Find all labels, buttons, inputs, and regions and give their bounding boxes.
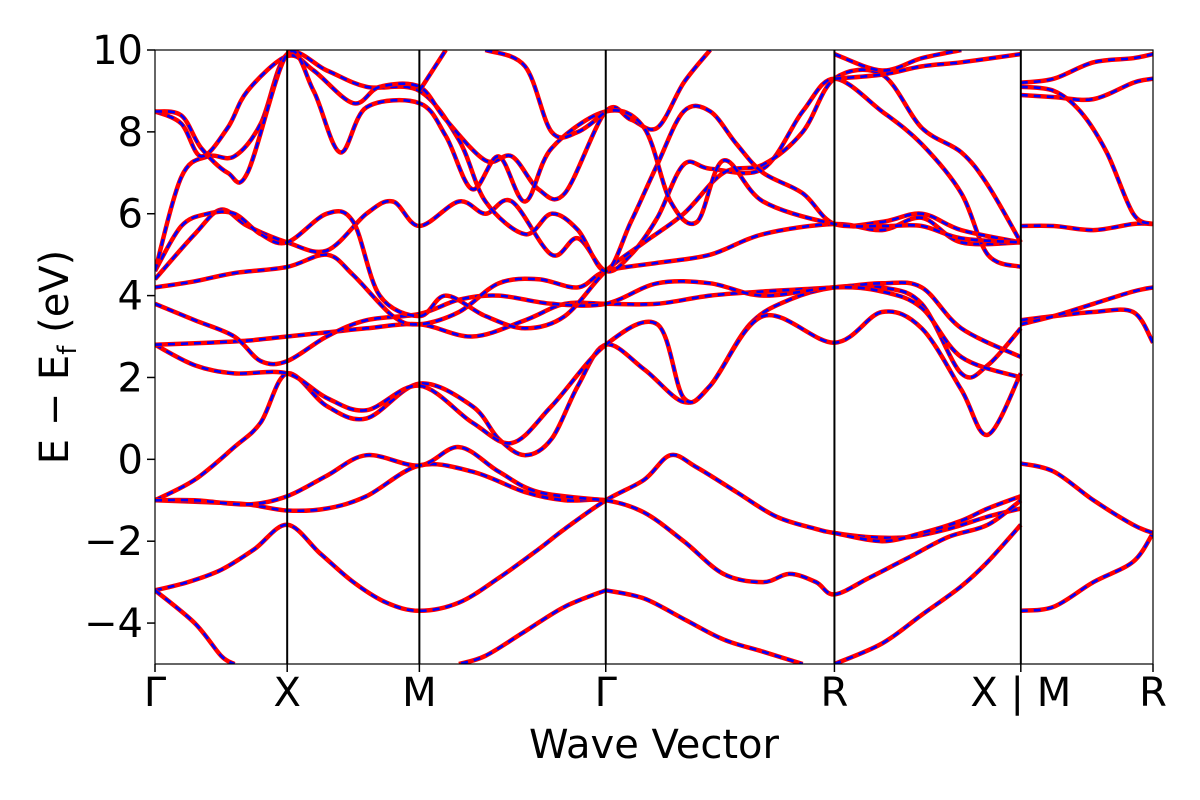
- x-tick-label: R: [821, 670, 849, 716]
- band-16-seg-0-model: [833, 50, 962, 72]
- band-5-seg-1-reference: [1020, 285, 1153, 327]
- band-9-seg-0-model: [155, 68, 1022, 330]
- x-tick-label: Γ: [144, 670, 167, 716]
- band-2-seg-0-reference: [155, 461, 1023, 597]
- band-13-seg-0-model: [418, 50, 447, 92]
- band-1-seg-0-reference: [155, 588, 236, 664]
- band-18-seg-0-reference: [1020, 84, 1153, 227]
- band-4-seg-0-reference: [155, 309, 1023, 446]
- band-7-seg-0-model: [155, 216, 1021, 326]
- band-14-seg-0-reference: [484, 50, 608, 140]
- x-tick-label: X: [273, 670, 300, 716]
- band-17-seg-0-model: [1020, 77, 1153, 102]
- y-tick-label: 0: [118, 437, 143, 483]
- band-0-seg-0-reference: [155, 452, 1022, 614]
- bands-layer: [155, 50, 1153, 664]
- x-tick-label: Γ: [595, 670, 618, 716]
- band-11-seg-0-model: [155, 50, 712, 201]
- band-2-seg-1-model: [1020, 462, 1153, 535]
- y-tick-label: 10: [92, 28, 143, 74]
- band-23-seg-0-model: [834, 494, 1022, 543]
- band-20-seg-0-reference: [605, 588, 804, 664]
- x-axis-label: Wave Vector: [529, 722, 780, 768]
- band-15-seg-0-model: [834, 52, 1021, 80]
- y-axis-label-unit: (eV): [32, 250, 78, 346]
- plot-frame: [154, 49, 1154, 665]
- band-21-seg-0-model: [458, 589, 607, 664]
- band-20-seg-0-model: [605, 589, 804, 664]
- kpath-lines: [286, 50, 1022, 664]
- band-22-seg-0-reference: [833, 523, 1023, 664]
- band-8-seg-0-model: [155, 77, 1022, 281]
- band-2-seg-1-reference: [1020, 461, 1153, 536]
- x-axis: Γ X M Γ R X | M R: [144, 664, 1167, 716]
- band-0-seg-1-model: [1020, 532, 1153, 613]
- band-3-seg-1-reference: [1020, 307, 1153, 344]
- band-2-seg-0-model: [155, 462, 1022, 596]
- band-3-seg-0-reference: [155, 283, 1023, 503]
- band-14-seg-0-model: [485, 50, 607, 139]
- band-0-seg-1-reference: [1020, 531, 1153, 614]
- band-1-seg-0-model: [155, 589, 235, 664]
- x-tick-label: R: [1139, 670, 1167, 716]
- band-0-seg-0-model: [155, 453, 1022, 613]
- y-tick-label: 4: [118, 274, 143, 320]
- y-tick-label: 6: [118, 192, 143, 238]
- band-15-seg-1-reference: [1020, 51, 1153, 85]
- band-4-seg-0-model: [155, 310, 1022, 445]
- y-axis-label-main: E − E: [32, 355, 78, 465]
- y-axis-label: E − Ef (eV): [32, 250, 83, 465]
- band-12-seg-0-model: [155, 50, 1021, 244]
- y-tick-label: 2: [118, 355, 143, 401]
- band-7-seg-0-reference: [155, 215, 1021, 327]
- y-tick-label: −4: [84, 601, 143, 647]
- y-axis: −4 −2 0 2 4 6 8 10: [84, 28, 155, 647]
- band-3-seg-0-model: [155, 284, 1022, 502]
- band-18-seg-0-model: [1020, 85, 1153, 226]
- x-tick-label: X | M: [970, 670, 1071, 716]
- x-tick-label: M: [402, 670, 437, 716]
- band-6-seg-0-reference: [155, 279, 1022, 380]
- y-tick-label: 8: [118, 110, 143, 156]
- y-axis-label-subscript: f: [53, 345, 83, 355]
- y-tick-label: −2: [84, 519, 143, 565]
- band-19-seg-0-model: [155, 445, 606, 506]
